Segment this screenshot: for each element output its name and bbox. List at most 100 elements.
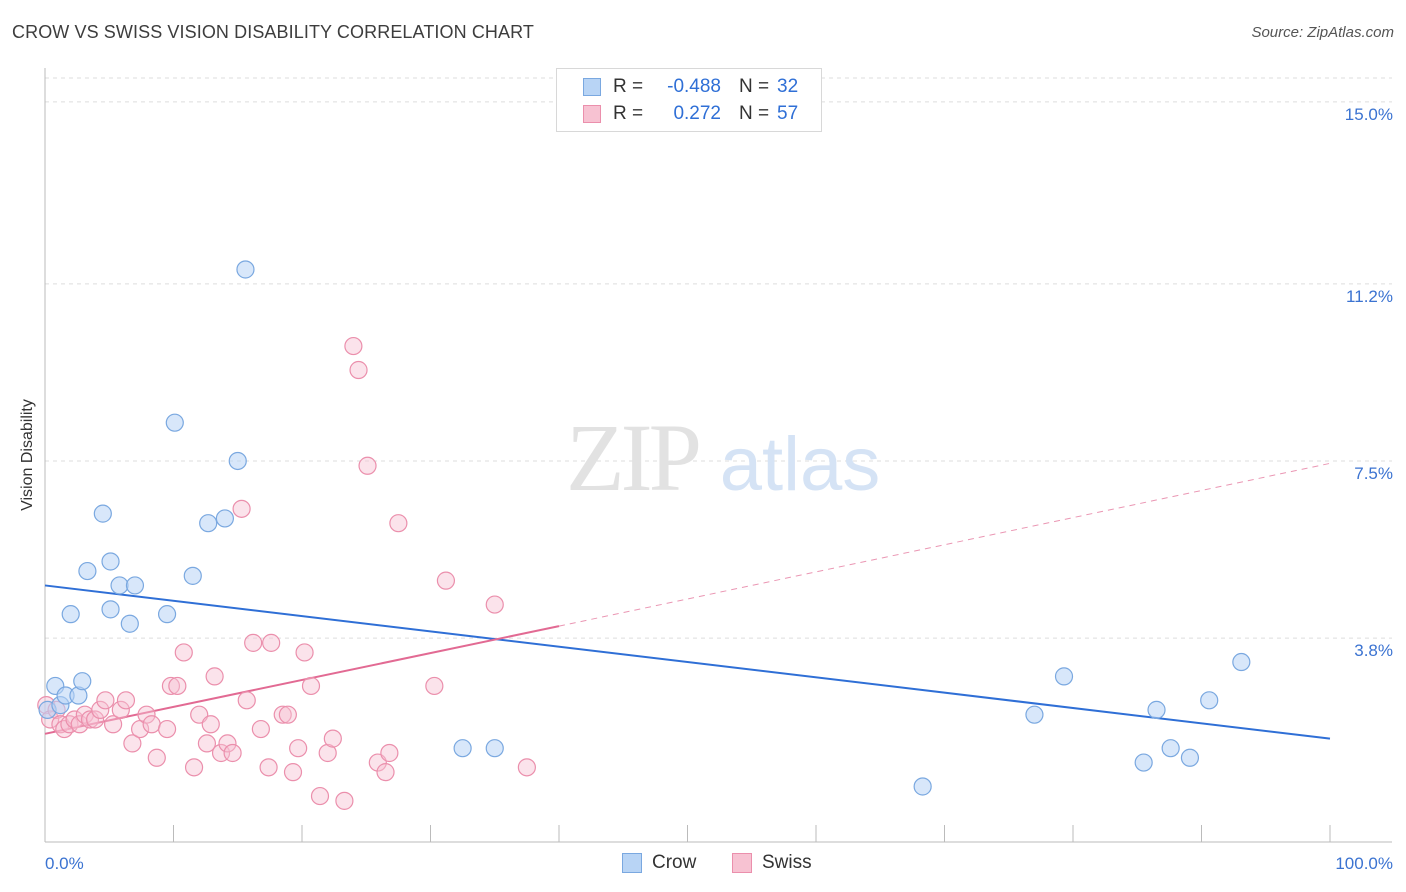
- crow-point: [199, 514, 218, 533]
- swiss-trend-line: [44, 625, 560, 735]
- swiss-point: [123, 734, 142, 753]
- swiss-point: [301, 676, 321, 696]
- swiss-point: [205, 667, 224, 686]
- crow-point: [485, 739, 504, 758]
- crow-point: [215, 509, 234, 528]
- crow-point: [93, 504, 112, 523]
- swiss-point: [262, 633, 281, 652]
- crow-point: [125, 576, 145, 595]
- watermark-zip: ZIP: [566, 404, 699, 511]
- crow-point: [157, 605, 177, 624]
- swiss-point: [485, 595, 504, 614]
- n-value-swiss: 57: [777, 103, 799, 124]
- crow-point: [1161, 739, 1180, 758]
- swiss-point: [111, 700, 130, 719]
- correlation-legend: R = -0.488 N = 32 R = 0.272 N = 57: [556, 68, 822, 132]
- swiss-point: [259, 758, 278, 777]
- swiss-point: [142, 715, 161, 734]
- crow-point: [120, 614, 139, 633]
- n-label: N =: [739, 76, 770, 97]
- swiss-point: [218, 734, 237, 753]
- crow-point: [110, 576, 129, 595]
- swiss-point: [376, 763, 395, 782]
- swiss-swatch: [583, 105, 601, 123]
- chart-title: CROW VS SWISS VISION DISABILITY CORRELAT…: [12, 22, 534, 42]
- swiss-point: [201, 715, 220, 734]
- swiss-point: [116, 691, 136, 710]
- swiss-point: [174, 643, 193, 662]
- swiss-point: [517, 758, 536, 777]
- swiss-point: [147, 748, 166, 767]
- swiss-point: [425, 676, 444, 696]
- tick-labels: 3.8% 7.5% 11.2% 15.0% 0.0% 100.0%: [45, 105, 1393, 873]
- r-value-swiss: 0.272: [673, 103, 721, 124]
- swiss-point: [278, 705, 297, 724]
- crow-point: [913, 777, 932, 796]
- crow-point: [61, 605, 80, 624]
- swiss-point: [323, 729, 342, 748]
- crow-point: [1180, 748, 1200, 767]
- swiss-point: [161, 676, 181, 696]
- swiss-point: [244, 633, 263, 652]
- swiss-point: [157, 719, 177, 739]
- crow-trend-line: [44, 584, 1331, 740]
- crow-swatch: [583, 78, 601, 96]
- swiss-point: [318, 743, 337, 763]
- swiss-point: [295, 643, 314, 662]
- y-tick-label: 3.8%: [1354, 641, 1393, 660]
- swiss-point: [223, 743, 242, 763]
- crow-point: [1134, 753, 1153, 772]
- swiss-point: [137, 705, 156, 724]
- crow-point: [101, 552, 120, 571]
- watermark-atlas: atlas: [720, 422, 881, 507]
- source-label: Source: ZipAtlas.com: [1251, 24, 1394, 41]
- watermark: ZIP atlas: [566, 404, 880, 511]
- swiss-point: [389, 514, 408, 533]
- grid-lines: [45, 77, 1392, 639]
- swiss-point: [232, 499, 251, 518]
- crow-point: [1054, 667, 1074, 686]
- legend-row-crow: R = -0.488 N = 32: [583, 75, 798, 99]
- swiss-point: [289, 739, 308, 758]
- crow-point: [165, 413, 184, 432]
- y-tick-label: 7.5%: [1354, 464, 1393, 483]
- y-tick-label: 15.0%: [1345, 105, 1393, 124]
- crow-point: [78, 561, 97, 581]
- crow-point: [183, 566, 202, 585]
- swiss-legend-label: Swiss: [762, 852, 812, 873]
- swiss-point: [251, 719, 270, 739]
- swiss-point: [283, 763, 303, 782]
- crow-point: [236, 260, 255, 279]
- swiss-point: [380, 743, 399, 763]
- swiss-point: [237, 691, 256, 710]
- y-axis-label: Vision Disability: [19, 399, 36, 511]
- swiss-point: [358, 456, 377, 475]
- swiss-point: [86, 710, 105, 729]
- crow-point: [1200, 691, 1219, 710]
- legend-item-swiss[interactable]: Swiss: [732, 852, 812, 874]
- crow-point: [453, 739, 472, 758]
- y-tick-label: 11.2%: [1346, 287, 1393, 306]
- crow-point: [1232, 652, 1251, 672]
- swiss-point: [104, 715, 123, 734]
- legend-row-swiss: R = 0.272 N = 57: [583, 102, 798, 126]
- swiss-point: [344, 336, 363, 356]
- r-value-crow: -0.488: [667, 76, 721, 97]
- series-legend: Crow Swiss: [0, 852, 1406, 876]
- trend-lines: [44, 462, 1331, 740]
- swiss-point: [96, 691, 115, 710]
- swiss-point: [273, 705, 292, 724]
- crow-point: [1147, 700, 1166, 719]
- swiss-point: [335, 791, 354, 810]
- crow-legend-label: Crow: [652, 852, 697, 873]
- legend-item-crow[interactable]: Crow: [622, 852, 696, 874]
- swiss-point: [436, 571, 456, 590]
- crow-point: [73, 672, 92, 691]
- swiss-point: [184, 758, 204, 777]
- swiss-legend-swatch: [732, 853, 752, 873]
- crow-point: [1025, 705, 1044, 724]
- crow-point: [101, 600, 120, 619]
- crow-legend-swatch: [622, 853, 642, 873]
- x-tick-label-min: 0.0%: [45, 854, 84, 873]
- data-points: [37, 260, 1251, 810]
